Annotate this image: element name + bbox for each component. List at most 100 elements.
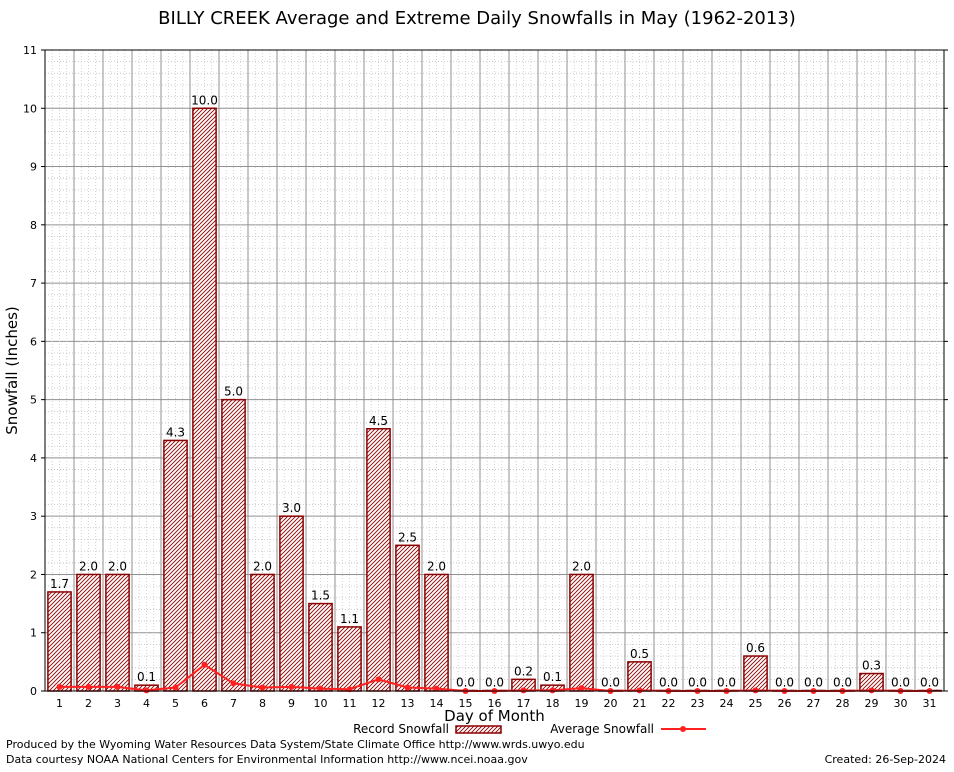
average-point-day-21: [636, 687, 643, 694]
y-tick-label: 10: [23, 102, 37, 115]
bar-value-label: 0.0: [485, 676, 504, 690]
bar-value-label: 10.0: [191, 93, 218, 107]
x-tick-label: 18: [546, 697, 560, 710]
average-point-day-13: [404, 684, 411, 691]
x-tick-label: 27: [807, 697, 821, 710]
bar-value-label: 0.0: [775, 676, 794, 690]
bar-value-label: 2.0: [79, 559, 98, 573]
bar-value-label: 0.0: [804, 676, 823, 690]
y-axis-label: Snowfall (Inches): [3, 306, 21, 434]
y-tick-label: 2: [30, 568, 37, 581]
bar-day-12: [366, 428, 391, 692]
x-tick-label: 9: [288, 697, 295, 710]
x-tick-label: 6: [201, 697, 208, 710]
bar-day-10: [308, 602, 333, 692]
bar-value-label: 0.0: [659, 676, 678, 690]
bar-day-9: [279, 515, 304, 692]
average-point-day-18: [549, 687, 556, 694]
average-point-day-8: [259, 684, 266, 691]
x-tick-label: 3: [114, 697, 121, 710]
x-tick-label: 25: [749, 697, 763, 710]
average-point-day-6: [201, 661, 208, 668]
bar-day-5: [163, 439, 188, 692]
legend-record-label: Record Snowfall: [353, 722, 449, 736]
average-point-day-12: [375, 676, 382, 683]
y-tick-label: 3: [30, 510, 37, 523]
x-tick-label: 16: [488, 697, 502, 710]
x-tick-label: 15: [459, 697, 473, 710]
average-point-day-9: [288, 683, 295, 690]
average-point-day-14: [433, 685, 440, 692]
bar-value-label: 0.3: [862, 659, 881, 673]
x-tick-label: 10: [314, 697, 328, 710]
bar-value-label: 4.5: [369, 414, 388, 428]
y-tick-label: 4: [30, 452, 37, 465]
x-tick-label: 24: [720, 697, 734, 710]
x-tick-label: 31: [923, 697, 937, 710]
average-point-day-25: [752, 687, 759, 694]
x-tick-label: 13: [401, 697, 415, 710]
bar-day-14: [424, 573, 449, 692]
bar-day-21: [627, 661, 652, 692]
average-point-day-2: [85, 683, 92, 690]
bar-value-label: 0.0: [920, 676, 939, 690]
y-tick-label: 1: [30, 627, 37, 640]
bar-value-label: 2.0: [108, 559, 127, 573]
bar-value-label: 4.3: [166, 425, 185, 439]
y-tick-label: 11: [23, 44, 37, 57]
average-point-day-1: [56, 683, 63, 690]
x-tick-label: 4: [143, 697, 150, 710]
bar-value-label: 2.5: [398, 530, 417, 544]
bar-value-label: 0.0: [717, 676, 736, 690]
y-tick-label: 8: [30, 219, 37, 232]
average-point-day-5: [172, 684, 179, 691]
bar-day-3: [105, 573, 130, 692]
y-tick-label: 5: [30, 394, 37, 407]
plot-border: [44, 49, 945, 692]
x-tick-label: 22: [662, 697, 676, 710]
bar-value-label: 5.0: [224, 385, 243, 399]
footer-produced-by: Produced by the Wyoming Water Resources …: [6, 738, 585, 751]
x-tick-label: 14: [430, 697, 444, 710]
average-point-day-29: [868, 687, 875, 694]
bar-value-label: 2.0: [253, 559, 272, 573]
x-tick-label: 26: [778, 697, 792, 710]
legend-average-marker: [680, 726, 686, 732]
legend-average-label: Average Snowfall: [550, 722, 654, 736]
bar-day-25: [743, 655, 768, 692]
bar-value-label: 0.0: [891, 676, 910, 690]
y-tick-label: 9: [30, 161, 37, 174]
bar-value-label: 0.5: [630, 647, 649, 661]
x-tick-label: 28: [836, 697, 850, 710]
y-tick-label: 6: [30, 335, 37, 348]
bar-value-label: 0.6: [746, 641, 765, 655]
x-tick-label: 20: [604, 697, 618, 710]
average-point-day-10: [317, 685, 324, 692]
bar-value-label: 1.7: [50, 577, 69, 591]
bar-day-19: [569, 573, 594, 692]
bar-value-label: 0.1: [543, 670, 562, 684]
y-tick-label: 0: [30, 685, 37, 698]
bar-value-label: 0.0: [688, 676, 707, 690]
x-tick-label: 11: [343, 697, 357, 710]
chart-title: BILLY CREEK Average and Extreme Daily Sn…: [158, 8, 796, 29]
bar-value-label: 0.0: [601, 676, 620, 690]
average-point-day-3: [114, 683, 121, 690]
footer-created: Created: 26-Sep-2024: [824, 753, 946, 766]
x-tick-label: 30: [894, 697, 908, 710]
bar-value-label: 3.0: [282, 501, 301, 515]
x-axis-label: Day of Month: [444, 707, 545, 725]
bar-day-1: [47, 591, 72, 692]
average-point-day-17: [520, 687, 527, 694]
bar-value-label: 2.0: [572, 559, 591, 573]
bar-day-7: [221, 398, 246, 692]
bar-day-13: [395, 544, 420, 692]
bar-value-label: 1.1: [340, 612, 359, 626]
x-tick-label: 23: [691, 697, 705, 710]
bar-value-label: 0.1: [137, 670, 156, 684]
bar-value-label: 1.5: [311, 589, 330, 603]
x-tick-label: 2: [85, 697, 92, 710]
x-tick-label: 8: [259, 697, 266, 710]
